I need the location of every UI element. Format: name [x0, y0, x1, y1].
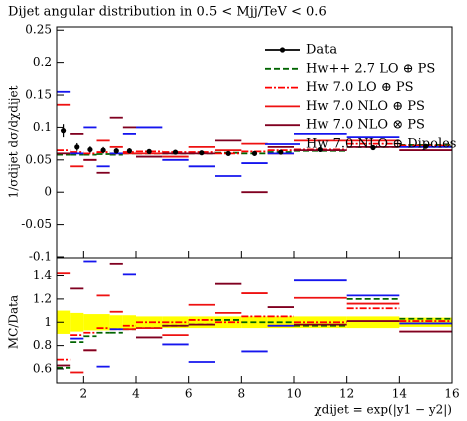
uncertainty-band [346, 316, 400, 329]
data-point [100, 147, 106, 153]
ratio-y-tick-label: 0.8 [33, 338, 52, 352]
y-tick-label: -0.1 [29, 250, 52, 264]
data-point [225, 150, 231, 156]
x-tick-label: 2 [80, 387, 88, 401]
y-axis-label: 1/σdijet dσ/dχdijet [7, 85, 21, 198]
data-point [74, 144, 80, 150]
data-point [113, 148, 119, 154]
legend: Data Hw++ 2.7 LO ⊕ PS Hw 7.0 LO ⊕ PS Hw 7.0… [265, 43, 456, 152]
axes: 2 4 6 8 10 12 14 16 -0.1 -0.05 0 0.05 0.1 0.15 0.2 0.25… [21, 23, 459, 401]
uncertainty-band [83, 314, 97, 331]
ratio-frame [56, 257, 453, 384]
data-point [172, 149, 179, 155]
data-point [146, 148, 152, 154]
legend-label: Hw 7.0 LO ⊕ PS [306, 80, 414, 95]
legend-label: Hw++ 2.7 LO ⊕ PS [306, 61, 435, 76]
uncertainty-band [188, 316, 215, 329]
ratio-y-label: MC/Data [7, 295, 21, 349]
x-tick-label: 10 [286, 387, 301, 401]
y-tick-label: 0.1 [33, 120, 52, 134]
data-point [370, 144, 376, 151]
data-point [423, 143, 429, 149]
data-point [60, 128, 67, 134]
main-plot [57, 90, 452, 194]
x-tick-label: 14 [392, 387, 408, 401]
ratio-y-tick-label: 1.2 [33, 291, 52, 305]
y-tick-label: 0.2 [33, 55, 52, 69]
legend-marker [279, 47, 286, 53]
data-point [317, 146, 323, 153]
legend-label: Hw 7.0 NLO ⊗ PS [306, 118, 425, 133]
y-tick-label: 0 [44, 185, 52, 199]
x-tick-label: 8 [238, 387, 246, 401]
x-tick-label: 16 [444, 387, 459, 401]
x-tick-label: 4 [132, 387, 140, 401]
data-point [199, 150, 205, 156]
ratio-y-tick-label: 1.4 [33, 268, 52, 282]
y-tick-label: 0.25 [25, 23, 52, 37]
chart-title: Dijet angular distribution in 0.5 < Mjj/… [8, 5, 327, 20]
uncertainty-band [399, 317, 452, 327]
data-point [126, 148, 133, 154]
data-point [278, 149, 284, 155]
legend-label: Hw 7.0 NLO ⊕ Dipoles [306, 137, 456, 152]
x-tick-label: 12 [339, 387, 354, 401]
data-point [251, 150, 258, 156]
uncertainty-band [122, 315, 136, 330]
ratio-y-tick-label: 1 [44, 315, 52, 329]
y-tick-label: -0.05 [21, 217, 52, 231]
y-tick-label: 0.15 [25, 88, 52, 102]
legend-label: Hw 7.0 NLO ⊕ PS [306, 99, 425, 114]
data-point [87, 146, 93, 153]
ratio-y-tick-label: 0.6 [33, 361, 52, 375]
y-tick-label: 0.05 [25, 152, 52, 166]
uncertainty-band [96, 314, 110, 331]
ratio-plot [57, 260, 452, 374]
x-axis-label: χdijet = exp(|y1 − y2|) [314, 403, 452, 417]
legend-label: Data [306, 43, 337, 58]
uncertainty-band [70, 312, 84, 332]
x-tick-label: 6 [185, 387, 193, 401]
uncertainty-band [109, 315, 123, 330]
